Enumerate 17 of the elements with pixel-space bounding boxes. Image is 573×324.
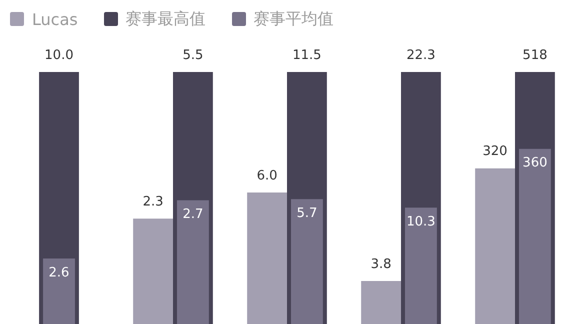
legend-label: 赛事最高值 (124, 8, 206, 30)
data-label: 360 (522, 156, 548, 171)
data-label: 5.5 (182, 48, 204, 63)
data-label: 518 (522, 48, 548, 63)
data-label: 320 (482, 144, 508, 160)
data-label: 10.0 (44, 48, 74, 63)
data-label: 2.7 (182, 207, 204, 222)
data-label: 10.3 (406, 214, 436, 230)
data-label: 22.3 (406, 48, 436, 63)
legend-label: 赛事平均值 (252, 8, 334, 30)
legend-label: Lucas (31, 10, 78, 28)
data-label: 2.6 (48, 265, 70, 280)
data-label: 3.8 (370, 256, 392, 272)
data-label: 5.7 (296, 206, 318, 221)
data-label: 6.0 (256, 168, 278, 184)
data-label: 2.3 (142, 194, 164, 210)
data-label: 11.5 (292, 48, 322, 63)
